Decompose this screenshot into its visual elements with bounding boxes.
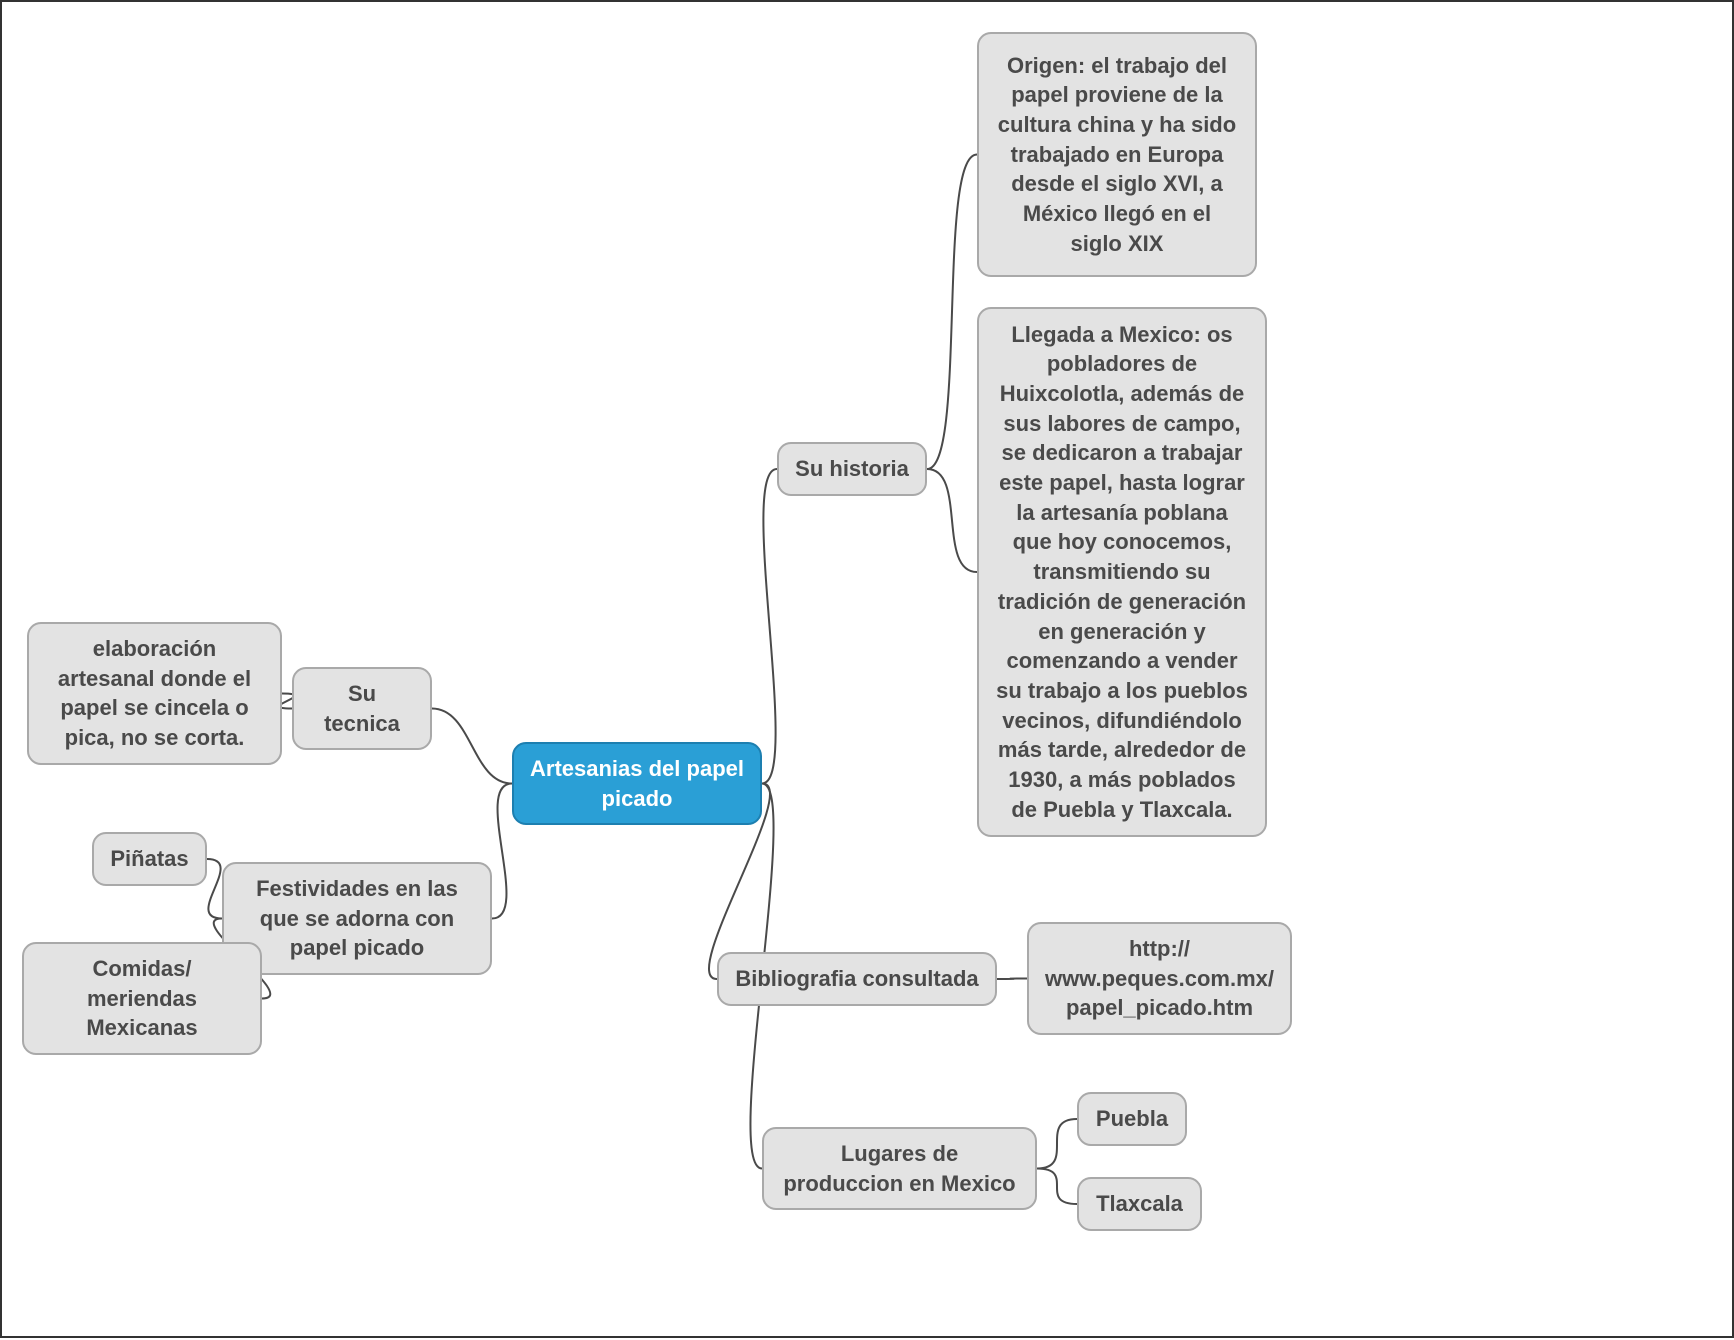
node-label: Comidas/ meriendas Mexicanas (40, 954, 244, 1043)
node-label: Festividades en las que se adorna con pa… (240, 874, 474, 963)
edge-festiv-pinatas (207, 859, 222, 919)
edge-root-tecnica (432, 709, 512, 784)
edge-lugares-tlaxcala (1037, 1169, 1077, 1205)
node-lugares[interactable]: Lugares de produccion en Mexico (762, 1127, 1037, 1210)
node-puebla[interactable]: Puebla (1077, 1092, 1187, 1146)
node-label: http:// www.peques.com.mx/ papel_picado.… (1045, 934, 1274, 1023)
node-label: Bibliografia consultada (735, 964, 978, 994)
edge-root-historia (762, 469, 777, 784)
edge-biblio-biblio_url (997, 979, 1027, 980)
node-origen[interactable]: Origen: el trabajo del papel proviene de… (977, 32, 1257, 277)
node-historia[interactable]: Su historia (777, 442, 927, 496)
node-tecnica[interactable]: Su tecnica (292, 667, 432, 750)
node-label: Tlaxcala (1096, 1189, 1183, 1219)
node-biblio_url[interactable]: http:// www.peques.com.mx/ papel_picado.… (1027, 922, 1292, 1035)
node-label: Llegada a Mexico: os pobladores de Huixc… (995, 320, 1249, 825)
node-label: Puebla (1096, 1104, 1168, 1134)
edge-historia-llegada (927, 469, 977, 572)
node-label: Origen: el trabajo del papel proviene de… (995, 51, 1239, 259)
node-tlaxcala[interactable]: Tlaxcala (1077, 1177, 1202, 1231)
node-label: Lugares de produccion en Mexico (780, 1139, 1019, 1198)
node-label: Artesanias del papel picado (530, 754, 744, 813)
mindmap-canvas: Artesanias del papel picado Su historia Or… (0, 0, 1734, 1338)
edge-lugares-puebla (1037, 1119, 1077, 1169)
node-label: Su historia (795, 454, 909, 484)
node-biblio[interactable]: Bibliografia consultada (717, 952, 997, 1006)
node-root[interactable]: Artesanias del papel picado (512, 742, 762, 825)
node-comidas[interactable]: Comidas/ meriendas Mexicanas (22, 942, 262, 1055)
node-label: Su tecnica (310, 679, 414, 738)
edge-root-festiv (492, 784, 512, 919)
node-label: elaboración artesanal donde el papel se … (45, 634, 264, 753)
node-pinatas[interactable]: Piñatas (92, 832, 207, 886)
node-tecnica_d[interactable]: elaboración artesanal donde el papel se … (27, 622, 282, 765)
node-festiv[interactable]: Festividades en las que se adorna con pa… (222, 862, 492, 975)
node-label: Piñatas (110, 844, 188, 874)
node-llegada[interactable]: Llegada a Mexico: os pobladores de Huixc… (977, 307, 1267, 837)
edge-historia-origen (927, 155, 977, 470)
